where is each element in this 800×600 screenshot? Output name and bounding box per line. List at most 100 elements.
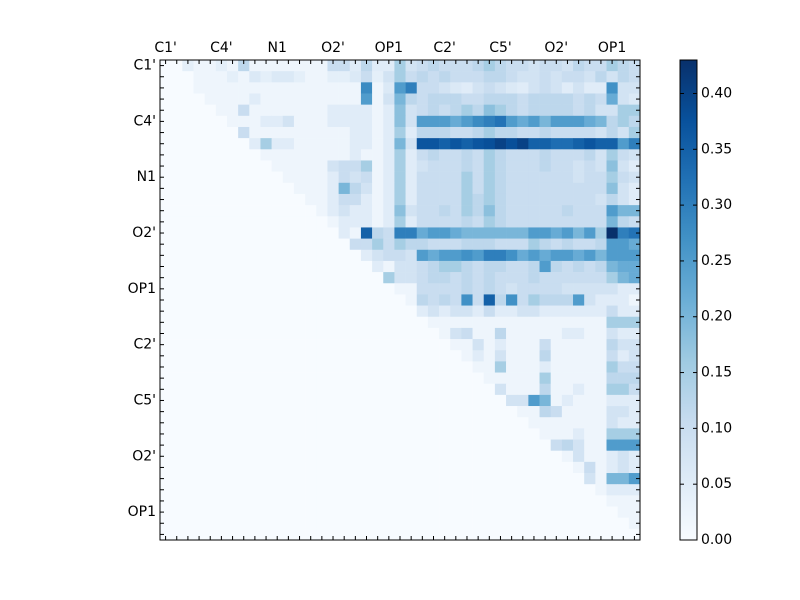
cell <box>238 272 250 284</box>
cell <box>494 316 507 329</box>
cell <box>349 450 362 463</box>
cell <box>472 138 485 150</box>
cell <box>517 193 529 206</box>
cell <box>494 327 507 340</box>
cell <box>383 160 395 172</box>
cell <box>573 149 585 161</box>
cell <box>517 272 529 284</box>
cell <box>584 495 596 507</box>
colorbar <box>679 59 698 541</box>
cell <box>182 473 194 485</box>
cell <box>338 193 351 206</box>
cell <box>160 71 172 83</box>
cell <box>517 60 529 72</box>
cell <box>249 104 261 117</box>
cell <box>461 450 473 463</box>
cell <box>483 216 496 228</box>
cell <box>338 372 351 385</box>
cell <box>271 406 284 418</box>
cell <box>528 260 540 273</box>
cell <box>182 216 194 228</box>
cell <box>160 383 172 396</box>
cell <box>215 439 228 451</box>
cell <box>461 383 473 396</box>
cell <box>416 260 429 273</box>
cell <box>360 484 373 496</box>
cell <box>182 294 194 306</box>
cell <box>561 182 574 195</box>
cell <box>305 104 317 117</box>
cell <box>372 339 384 351</box>
cell <box>338 305 351 318</box>
y-tick-label: C4' <box>133 113 156 129</box>
cell <box>260 350 272 362</box>
cell <box>160 82 172 94</box>
cell <box>193 461 205 474</box>
cell <box>405 138 418 150</box>
cell <box>204 205 217 217</box>
cell <box>617 193 630 206</box>
cell <box>193 160 205 172</box>
cell <box>517 216 529 228</box>
cell <box>606 506 618 518</box>
cell <box>238 339 250 351</box>
cell <box>372 383 384 396</box>
cell <box>316 283 328 295</box>
cell <box>461 439 473 451</box>
cell <box>249 93 261 105</box>
cell <box>249 305 261 318</box>
cell <box>405 517 418 530</box>
cell <box>238 327 250 340</box>
cell <box>238 160 250 172</box>
cell <box>617 417 630 429</box>
cell <box>394 193 406 206</box>
cell <box>249 238 261 251</box>
cell <box>573 60 585 72</box>
cell <box>226 484 239 496</box>
cell <box>360 473 373 485</box>
cell <box>427 193 440 206</box>
cell <box>595 149 607 161</box>
cell <box>215 138 228 150</box>
cell <box>171 383 183 396</box>
cell <box>260 205 272 217</box>
cell <box>249 182 261 195</box>
cell <box>617 260 630 273</box>
cell <box>439 205 451 217</box>
cell <box>327 272 339 284</box>
cell <box>416 350 429 362</box>
cell <box>372 372 384 385</box>
y-tick-label: OP1 <box>128 281 156 297</box>
cell <box>160 272 172 284</box>
cell <box>539 305 551 318</box>
cell <box>550 394 563 407</box>
cell <box>260 294 272 306</box>
cell <box>439 149 451 161</box>
cell <box>483 249 496 262</box>
cell <box>528 428 540 440</box>
cell <box>606 517 618 530</box>
cell <box>584 93 596 105</box>
cell <box>573 182 585 195</box>
cell <box>595 93 607 105</box>
cell <box>293 517 306 530</box>
cell <box>282 216 295 228</box>
cell <box>327 305 339 318</box>
cell <box>550 439 563 451</box>
cell <box>628 305 641 318</box>
cell <box>316 406 328 418</box>
cell <box>539 372 551 385</box>
cell <box>506 461 518 474</box>
cell <box>193 193 205 206</box>
cell <box>360 160 373 172</box>
cell <box>338 205 351 217</box>
cell <box>327 138 339 150</box>
cell <box>472 283 485 295</box>
cell <box>394 82 406 94</box>
cell <box>561 82 574 94</box>
cell <box>171 104 183 117</box>
cell <box>450 126 462 139</box>
cell <box>260 506 272 518</box>
cell <box>260 461 272 474</box>
cell <box>182 339 194 351</box>
